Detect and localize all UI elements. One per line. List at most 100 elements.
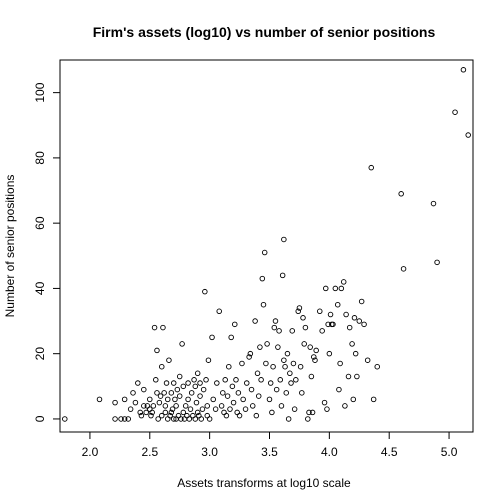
data-point (205, 357, 212, 363)
data-point (127, 406, 134, 412)
data-point (258, 377, 264, 383)
data-point (197, 393, 203, 399)
data-point (175, 412, 182, 419)
data-point (191, 377, 197, 383)
data-point (465, 132, 471, 138)
data-point (282, 363, 288, 370)
data-point (343, 311, 349, 318)
data-point (297, 363, 304, 370)
data-point (340, 279, 347, 285)
data-point (193, 399, 200, 406)
data-point (220, 390, 226, 396)
x-tick-label: 4.0 (321, 445, 338, 459)
data-point (112, 399, 118, 406)
data-point (143, 409, 149, 416)
y-tick-label: 80 (33, 151, 47, 165)
data-point (156, 399, 163, 406)
data-point (147, 396, 153, 403)
data-point (239, 360, 245, 367)
data-point (222, 377, 228, 383)
data-point (223, 412, 230, 419)
data-point (260, 301, 267, 308)
data-point (210, 396, 216, 403)
data-point (277, 377, 284, 383)
data-point (358, 298, 365, 305)
data-point (173, 403, 179, 409)
y-tick-label: 100 (33, 82, 47, 102)
data-point (279, 272, 286, 279)
data-point (154, 390, 160, 396)
data-point (305, 416, 311, 422)
data-point (293, 377, 299, 383)
data-point (204, 412, 210, 419)
data-point (263, 360, 269, 367)
data-point (188, 390, 195, 396)
data-point (170, 416, 177, 422)
data-point (137, 409, 143, 416)
data-point (135, 380, 141, 386)
data-point (235, 390, 242, 396)
y-axis: 0 20 40 60 80 100 (33, 82, 60, 422)
data-point (354, 373, 360, 380)
data-point (300, 315, 306, 321)
data-point (287, 370, 293, 377)
data-point (324, 406, 330, 412)
data-point (281, 357, 287, 363)
data-point (194, 409, 201, 416)
data-point (194, 370, 201, 377)
data-point (309, 409, 316, 416)
y-tick-label: 60 (33, 216, 47, 230)
data-point (242, 406, 249, 412)
data-point (361, 321, 367, 328)
data-point (214, 380, 220, 386)
data-point (174, 386, 181, 393)
x-axis-label: Assets transforms at log10 scale (177, 476, 351, 490)
data-point (269, 409, 275, 416)
data-point (153, 377, 159, 383)
y-axis-label: Number of senior positions (3, 175, 17, 318)
data-point (306, 409, 312, 416)
data-point (266, 396, 273, 403)
data-point (308, 373, 315, 380)
data-point (202, 288, 208, 295)
data-point (209, 334, 215, 341)
data-point (227, 406, 233, 412)
data-point (275, 344, 281, 350)
data-point (198, 416, 205, 422)
data-point (157, 393, 164, 399)
data-point (352, 350, 359, 357)
data-point (301, 341, 307, 347)
data-point (151, 324, 158, 331)
x-tick-label: 4.5 (381, 445, 398, 459)
data-point (204, 403, 210, 409)
data-point (160, 324, 166, 331)
data-point (141, 386, 147, 393)
data-point (368, 164, 374, 171)
data-point (166, 357, 172, 363)
chart-title: Firm's assets (log10) vs number of senio… (93, 24, 436, 40)
data-point (138, 412, 145, 419)
data-point (254, 370, 261, 377)
data-point (96, 396, 103, 403)
data-point (460, 67, 467, 73)
data-point (150, 403, 157, 409)
data-point (197, 380, 203, 386)
x-tick-label: 3.5 (261, 445, 278, 459)
data-point (327, 311, 334, 318)
data-point (130, 390, 136, 396)
data-point (336, 386, 342, 393)
data-point (332, 285, 339, 292)
data-point (334, 301, 341, 308)
plot-frame (59, 59, 474, 433)
data-point (162, 403, 169, 409)
data-point (176, 373, 183, 380)
data-point (180, 383, 187, 390)
data-point (178, 416, 184, 422)
data-point (278, 403, 285, 409)
data-point (155, 416, 161, 422)
data-point (180, 409, 187, 416)
data-point (321, 399, 328, 406)
data-point (374, 363, 380, 370)
data-point (248, 386, 255, 393)
data-point (342, 403, 348, 409)
